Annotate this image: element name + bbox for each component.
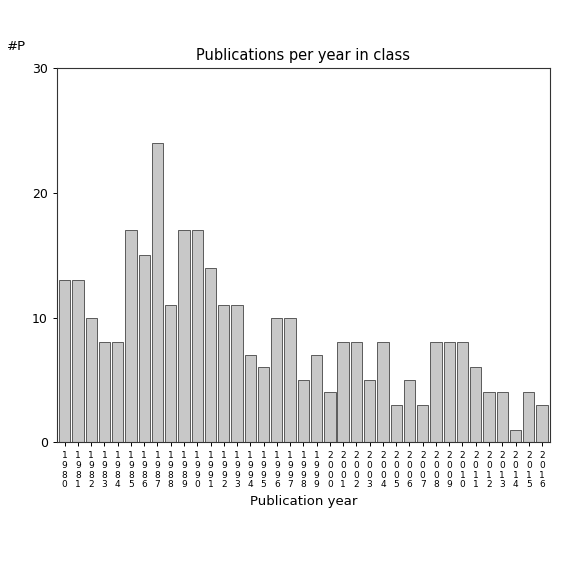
Bar <box>324 392 336 442</box>
Bar <box>125 230 137 442</box>
Bar <box>483 392 494 442</box>
Bar <box>231 305 243 442</box>
Text: #P: #P <box>7 40 27 53</box>
Bar <box>72 280 83 442</box>
Bar <box>258 367 269 442</box>
Bar <box>536 405 548 442</box>
Bar <box>404 380 415 442</box>
Bar <box>179 230 189 442</box>
Bar <box>192 230 203 442</box>
Bar <box>377 342 388 442</box>
Bar <box>430 342 442 442</box>
Bar <box>59 280 70 442</box>
Bar <box>245 355 256 442</box>
Bar <box>86 318 97 442</box>
Bar <box>443 342 455 442</box>
Bar <box>364 380 375 442</box>
Bar <box>112 342 124 442</box>
Bar <box>99 342 110 442</box>
Bar <box>271 318 282 442</box>
Bar <box>497 392 508 442</box>
Bar <box>218 305 230 442</box>
Bar <box>165 305 176 442</box>
X-axis label: Publication year: Publication year <box>249 495 357 508</box>
Bar <box>417 405 428 442</box>
Bar <box>523 392 535 442</box>
Bar <box>152 143 163 442</box>
Title: Publications per year in class: Publications per year in class <box>196 48 411 63</box>
Bar <box>138 255 150 442</box>
Bar <box>351 342 362 442</box>
Bar <box>285 318 296 442</box>
Bar <box>391 405 402 442</box>
Bar <box>510 430 521 442</box>
Bar <box>337 342 349 442</box>
Bar <box>470 367 481 442</box>
Bar <box>205 268 216 442</box>
Bar <box>298 380 309 442</box>
Bar <box>311 355 322 442</box>
Bar <box>457 342 468 442</box>
